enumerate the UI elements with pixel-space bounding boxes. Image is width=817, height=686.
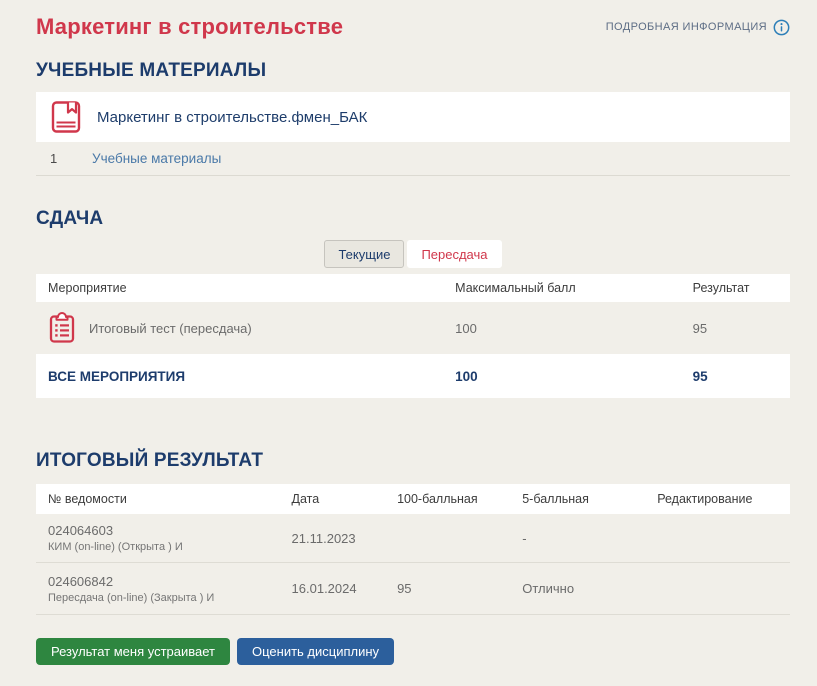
action-buttons: Результат меня устраивает Оценить дисцип… (36, 638, 790, 665)
col-header-editing: Редактирование (657, 492, 753, 506)
final-result-table: № ведомости Дата 100-балльная 5-балльная… (36, 484, 790, 615)
total-label: ВСЕ МЕРОПРИЯТИЯ (48, 368, 186, 384)
col-header-date: Дата (291, 492, 320, 506)
info-icon[interactable] (773, 19, 790, 36)
total-row: ВСЕ МЕРОПРИЯТИЯ 100 95 (36, 354, 790, 398)
material-card[interactable]: Маркетинг в строительстве.фмен_БАК (36, 92, 790, 142)
details-info-label: ПОДРОБНАЯ ИНФОРМАЦИЯ (605, 21, 767, 33)
tab-current[interactable]: Текущие (324, 240, 405, 268)
submission-tabs: Текущие Пересдача (36, 240, 790, 268)
sheet-cell: 024064603 КИМ (on-line) (Открыта ) И (36, 523, 280, 553)
material-card-title: Маркетинг в строительстве.фмен_БАК (97, 108, 368, 126)
table-row: 024606842 Пересдача (on-line) (Закрыта )… (36, 563, 790, 615)
test-clipboard-icon (48, 312, 76, 344)
material-row: 1 Учебные материалы (36, 142, 790, 176)
page-title: Маркетинг в строительстве (36, 14, 344, 39)
col-header-max-score: Максимальный балл (455, 281, 576, 295)
material-row-link[interactable]: Учебные материалы (92, 151, 222, 166)
section-heading-materials: УЧЕБНЫЕ МАТЕРИАЛЫ (36, 60, 267, 81)
tab-retake[interactable]: Пересдача (407, 240, 502, 268)
event-result: 95 (692, 320, 708, 336)
submission-table-header: Мероприятие Максимальный балл Результат (36, 274, 790, 302)
sheet-cell: 024606842 Пересдача (on-line) (Закрыта )… (36, 574, 280, 604)
sheet-type: КИМ (on-line) (Открыта ) И (48, 541, 183, 553)
sheet-number: 024606842 (48, 573, 114, 589)
section-heading-submission: СДАЧА (36, 208, 104, 229)
total-max-score: 100 (455, 368, 478, 384)
sheet-type: Пересдача (on-line) (Закрыта ) И (48, 591, 215, 604)
col-header-event: Мероприятие (48, 281, 127, 295)
col-header-5-scale: 5-балльная (522, 492, 589, 506)
section-heading-final-result: ИТОГОВЫЙ РЕЗУЛЬТАТ (36, 450, 264, 471)
final-table-header: № ведомости Дата 100-балльная 5-балльная… (36, 484, 790, 514)
col-header-sheet-number: № ведомости (48, 492, 127, 506)
col-header-100-scale: 100-балльная (397, 492, 478, 506)
total-result: 95 (692, 368, 708, 384)
rate-discipline-button[interactable]: Оценить дисциплину (237, 638, 395, 665)
event-label: Итоговый тест (пересдача) (89, 320, 252, 336)
sheet-number: 024064603 (48, 523, 114, 538)
date-cell: 16.01.2024 (291, 581, 357, 596)
score-100-cell: 95 (397, 581, 412, 596)
submission-table: Мероприятие Максимальный балл Результат (36, 274, 790, 398)
event-max-score: 100 (455, 320, 477, 336)
table-row: Итоговый тест (пересдача) 100 95 (36, 302, 790, 354)
book-icon (50, 100, 82, 134)
date-cell: 21.11.2023 (291, 530, 356, 546)
col-header-result: Результат (692, 281, 750, 295)
event-cell: Итоговый тест (пересдача) (36, 312, 443, 344)
material-row-number: 1 (50, 151, 58, 166)
accept-result-button[interactable]: Результат меня устраивает (36, 638, 231, 665)
details-info-link[interactable]: ПОДРОБНАЯ ИНФОРМАЦИЯ (606, 19, 790, 36)
page-header: Маркетинг в строительстве ПОДРОБНАЯ ИНФО… (36, 14, 790, 40)
page-container: Маркетинг в строительстве ПОДРОБНАЯ ИНФО… (36, 14, 790, 665)
score-5-cell: - (522, 530, 527, 546)
table-row: 024064603 КИМ (on-line) (Открыта ) И 21.… (36, 514, 790, 563)
score-5-cell: Отлично (522, 581, 575, 596)
